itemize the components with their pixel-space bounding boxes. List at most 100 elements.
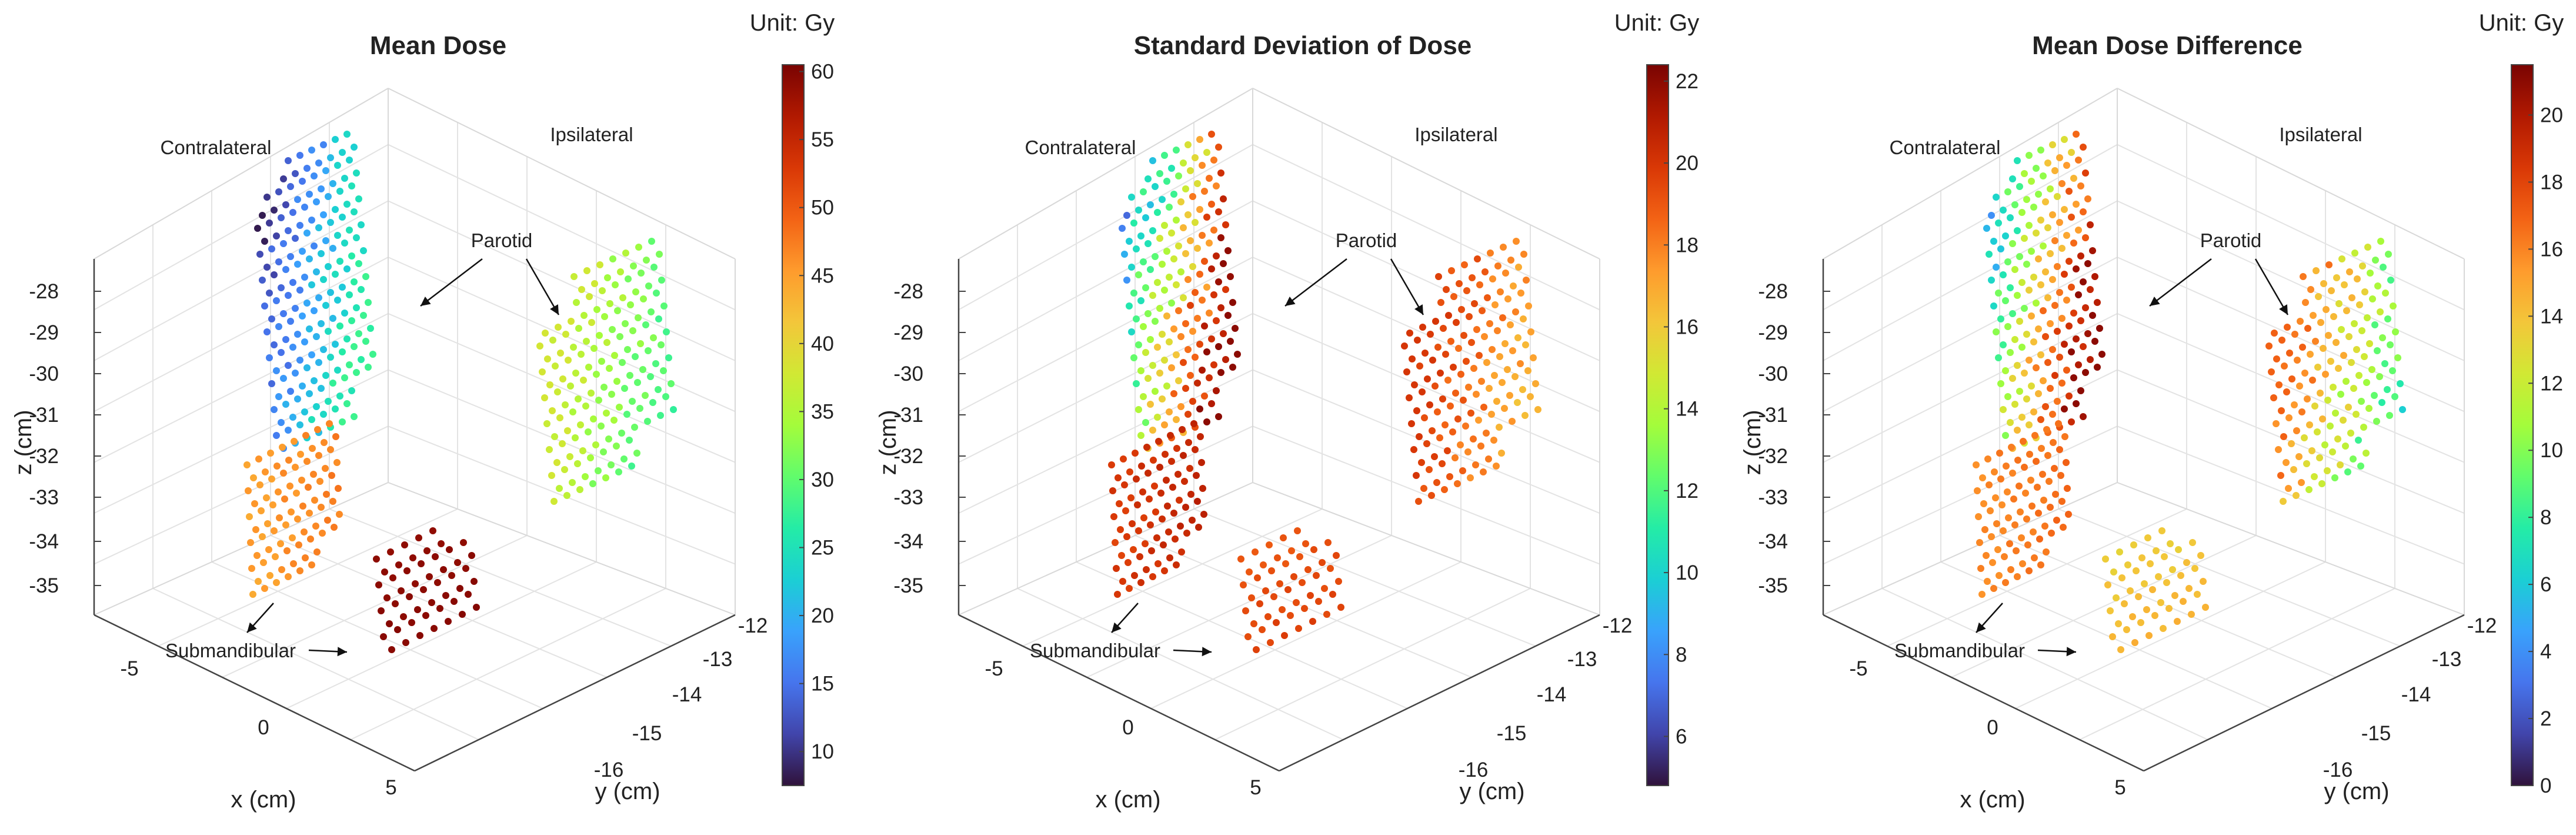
dose-point [612,281,619,288]
dose-point [1168,229,1175,237]
dose-point [246,513,253,520]
dose-point [2056,289,2063,296]
unit-label: Unit: Gy [750,10,835,36]
dose-point [1213,317,1220,324]
dose-point [1159,196,1166,203]
dose-point [2327,423,2334,430]
z-tick-label: -33 [29,486,59,509]
dose-point [1121,251,1128,258]
dose-point [1199,162,1206,169]
dose-point [605,435,612,443]
dose-point [471,578,478,585]
dose-point [315,159,322,167]
grid-line [1823,312,2118,463]
dose-point [1252,548,1259,555]
dose-point [1509,418,1516,425]
dose-point [636,405,643,412]
dose-point [2320,345,2327,352]
dose-point [1224,312,1232,319]
dose-point [1137,367,1144,374]
dose-point [315,294,322,301]
dose-point [2044,294,2051,301]
dose-point [1138,463,1145,470]
dose-point [650,264,658,271]
dose-point [318,385,325,392]
dose-point [606,300,613,307]
dose-point [2102,555,2109,563]
dose-point [2035,191,2042,198]
dose-point [322,372,329,379]
dose-point [1447,402,1454,410]
dose-point [1442,421,1449,428]
dose-point [603,410,610,417]
dose-point [2365,405,2373,412]
dose-point [1143,566,1150,573]
dose-point [2294,357,2301,364]
dose-point [2084,330,2091,337]
dose-point [398,587,405,594]
dose-point [1988,277,1995,284]
dose-point [2018,414,2026,421]
dose-point [2275,446,2282,453]
dose-point [1208,335,1215,342]
dose-point [1329,591,1336,598]
dose-point [2335,300,2343,307]
dose-point [456,585,463,592]
dose-point [2051,465,2058,472]
dose-point [2035,390,2042,397]
x-tick-label: 5 [1250,776,1261,799]
dose-point [1491,301,1499,308]
dose-point [610,417,618,424]
dose-point [325,328,332,335]
dose-point [1993,520,2000,527]
dose-point [1456,280,1463,287]
dose-point [1189,263,1196,270]
dose-point [1144,175,1152,182]
dose-point [2301,434,2308,441]
dose-point [1450,364,1457,371]
dose-point [266,572,273,579]
dose-point [1534,406,1541,413]
dose-point [278,284,285,291]
dose-point [2160,625,2167,632]
dose-point [2043,548,2050,555]
dose-point [1244,633,1252,640]
dose-point [293,490,300,497]
dose-point [268,475,275,483]
dose-point [1414,337,1421,344]
dose-point [2058,498,2066,505]
dose-point [655,386,662,393]
dose-point [2023,331,2030,338]
dose-point [1512,308,1519,315]
dose-point [1155,438,1162,445]
dose-point [1995,354,2002,361]
dose-point [1296,553,1303,560]
z-tick-label: -33 [1758,486,1788,509]
dose-point [2321,441,2328,448]
dose-point [1137,579,1144,586]
dose-point [2361,353,2368,360]
dose-point [1199,297,1206,304]
dose-point [276,514,283,521]
colorbar-gradient [1646,64,1669,786]
dose-point [2056,446,2063,453]
x-axis-line [94,614,415,772]
dose-point [1468,339,1475,346]
dose-point [2073,335,2080,342]
dose-point [1988,212,1995,219]
dose-point [348,252,355,260]
dose-point [1987,507,1994,514]
z-tick-label: -29 [893,321,923,344]
dose-point [2189,539,2196,546]
dose-point [1447,338,1454,345]
dose-point [306,510,313,517]
y-tick-label: -15 [632,722,662,745]
dose-point [2007,566,2014,573]
dose-point [1173,445,1180,452]
dose-point [263,194,271,201]
dose-point [660,367,667,374]
dose-point [387,548,394,555]
dose-point [1486,320,1493,327]
dose-point [2293,492,2300,499]
dose-point [2014,427,2021,434]
